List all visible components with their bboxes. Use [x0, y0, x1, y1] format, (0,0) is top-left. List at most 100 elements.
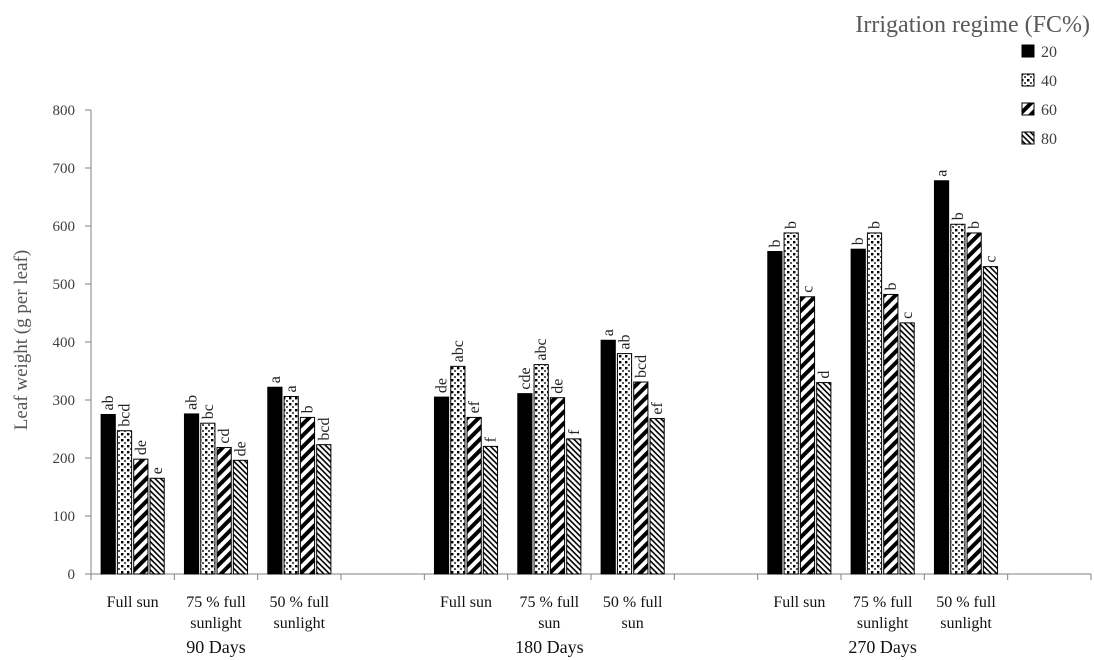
- significance-letter: b: [867, 221, 884, 229]
- significance-letter: a: [267, 376, 284, 383]
- significance-letter: b: [850, 237, 867, 245]
- legend-label: 60: [1041, 102, 1057, 119]
- legend-swatch: [1021, 44, 1035, 58]
- group-label: 180 Days: [515, 637, 584, 657]
- significance-letter: de: [549, 379, 566, 394]
- legend-label: 80: [1041, 131, 1057, 148]
- bar: [566, 438, 582, 575]
- category-label: 75 % full: [186, 594, 246, 611]
- legend-swatch: [1021, 131, 1035, 145]
- y-tick-label: 100: [53, 509, 76, 525]
- bar: [100, 414, 116, 575]
- category-label: Full sun: [107, 594, 159, 611]
- significance-letter: a: [283, 385, 300, 392]
- y-tick-label: 400: [53, 335, 76, 351]
- category-label: 50 % full: [270, 594, 330, 611]
- significance-letter: cde: [517, 367, 534, 389]
- y-tick-label: 700: [53, 161, 76, 177]
- x-category-labels: Full sun 75 % full sunlight 50 % full sunlig…: [107, 594, 997, 632]
- y-tick-label: 200: [53, 451, 76, 467]
- category-label: 75 % full: [520, 594, 580, 611]
- bar: [450, 365, 466, 575]
- axes: [85, 109, 1092, 580]
- bar: [982, 266, 999, 575]
- y-tick-labels: 0 100 200 300 400 500 600 700 800: [53, 103, 76, 583]
- significance-letter: a: [934, 170, 951, 177]
- group-label: 270 Days: [848, 637, 917, 657]
- category-label: 50 % full: [936, 594, 996, 611]
- bar: [933, 180, 950, 575]
- category-label: sunlight: [274, 615, 326, 632]
- bar: [200, 422, 216, 575]
- significance-letter: b: [299, 405, 316, 413]
- bar: [633, 381, 649, 575]
- bar: [517, 393, 533, 575]
- bar: [767, 251, 783, 575]
- significance-letter: abc: [450, 340, 467, 362]
- bar: [466, 416, 482, 575]
- legend-label: 40: [1041, 73, 1057, 90]
- significance-letter: ef: [649, 401, 666, 414]
- y-tick-label: 500: [53, 277, 76, 293]
- significance-letter: c: [899, 312, 916, 319]
- bar: [649, 418, 665, 575]
- bars: [100, 180, 999, 575]
- bar: [899, 322, 915, 575]
- category-label: 50 % full: [603, 594, 663, 611]
- significance-letter: b: [883, 282, 900, 290]
- significance-letter: ab: [100, 395, 117, 410]
- bar: [816, 382, 832, 575]
- significance-letter: e: [149, 467, 166, 474]
- bar: [883, 293, 899, 575]
- legend: Irrigation regime (FC%) 20 40 60 80: [855, 12, 1090, 148]
- bar: [533, 364, 549, 575]
- bar: [783, 232, 799, 575]
- significance-letter: b: [783, 221, 800, 229]
- bar: [183, 413, 200, 575]
- group-labels: 90 Days 180 Days 270 Days: [186, 637, 917, 657]
- category-label: sunlight: [190, 615, 242, 632]
- significance-letter: c: [982, 255, 999, 262]
- group-label: 90 Days: [186, 637, 246, 657]
- significance-letter: c: [799, 286, 816, 293]
- bar: [966, 232, 982, 575]
- bar: [216, 447, 232, 575]
- bar: [799, 296, 816, 575]
- bar: [950, 223, 966, 575]
- bar: [149, 477, 165, 575]
- bar: [116, 430, 133, 575]
- category-label: sun: [538, 615, 560, 632]
- bar: [600, 339, 616, 575]
- bar: [482, 445, 499, 575]
- category-label: sunlight: [940, 615, 992, 632]
- bar: [267, 386, 283, 575]
- legend-label: 20: [1041, 44, 1057, 61]
- significance-letter: d: [816, 371, 833, 379]
- legend-entries: 20 40 60 80: [1021, 44, 1057, 148]
- bar: [549, 397, 566, 575]
- significance-letter: b: [767, 240, 784, 248]
- significance-letter: de: [133, 440, 150, 455]
- significance-letter: a: [600, 329, 617, 336]
- significance-letters: abbcddeeabbccddeaabbcddeabceffcdeabcdefa…: [100, 170, 999, 475]
- significance-letter: ab: [617, 334, 634, 349]
- significance-letter: f: [482, 436, 499, 442]
- bar: [133, 458, 149, 575]
- y-axis-label: Leaf weight (g per leaf): [11, 250, 32, 430]
- y-tick-label: 600: [53, 219, 76, 235]
- category-label: Full sun: [440, 594, 492, 611]
- y-tick-label: 800: [53, 103, 76, 119]
- category-label: sun: [622, 615, 644, 632]
- bar: [866, 232, 883, 575]
- significance-letter: f: [566, 429, 583, 435]
- category-label: Full sun: [773, 594, 825, 611]
- bar: [316, 444, 332, 575]
- significance-letter: bcd: [316, 418, 333, 441]
- legend-title: Irrigation regime (FC%): [855, 12, 1090, 38]
- bar: [283, 396, 299, 575]
- significance-letter: cd: [216, 428, 233, 443]
- significance-letter: de: [434, 378, 451, 393]
- bar: [299, 416, 316, 575]
- significance-letter: bcd: [633, 355, 650, 378]
- significance-letter: b: [950, 212, 967, 220]
